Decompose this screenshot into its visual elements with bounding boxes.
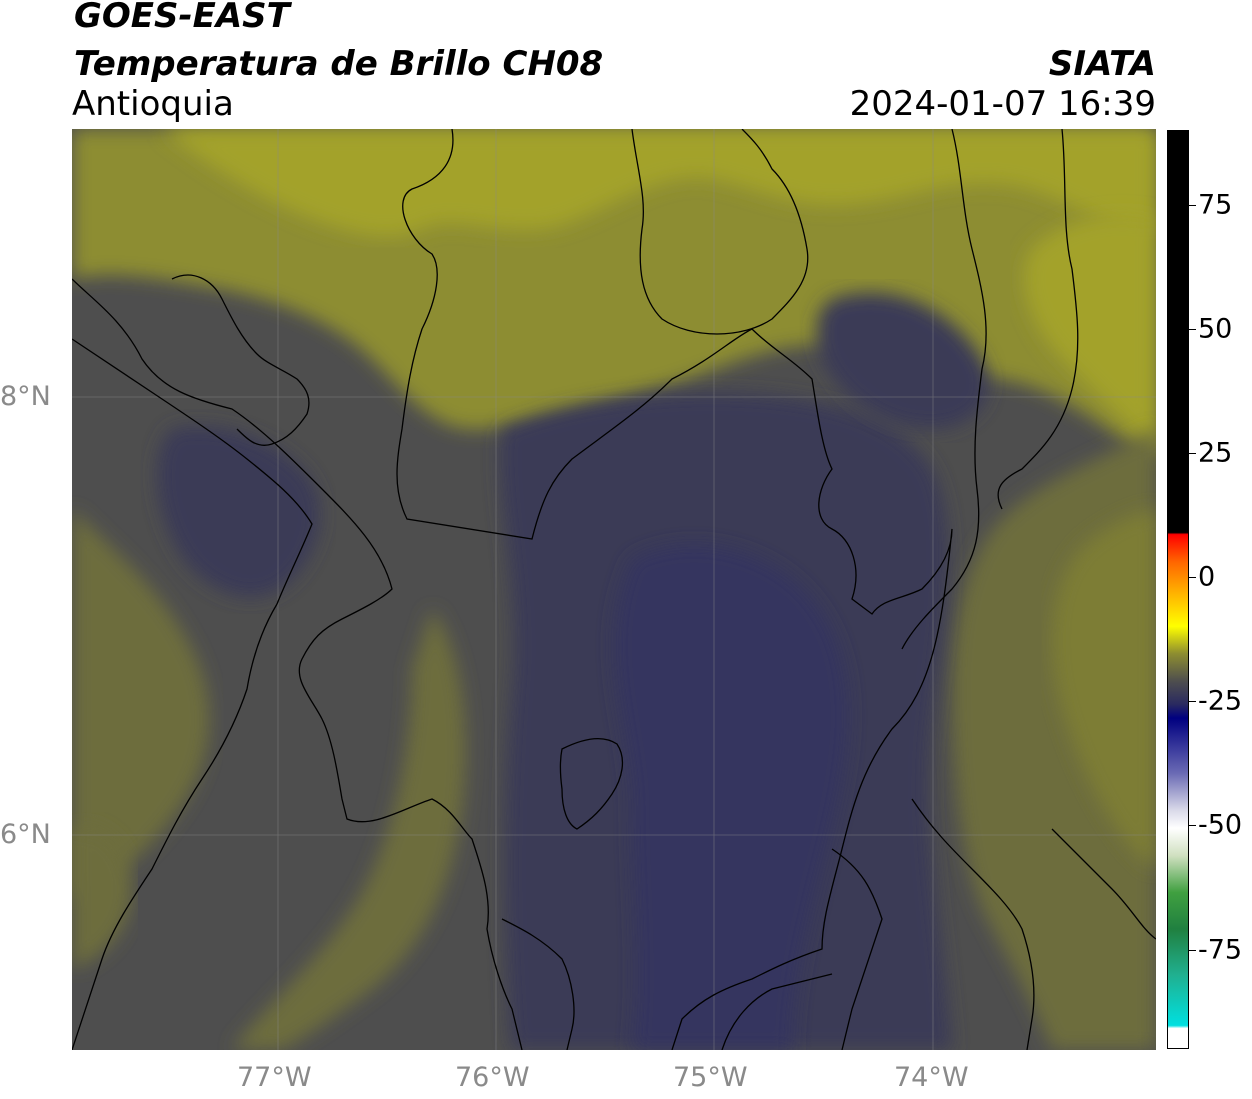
urabá-coast	[171, 274, 310, 446]
coast-border	[72, 338, 313, 1050]
temperature-field	[72, 129, 1156, 1050]
colorbar-tick-label: 50	[1198, 313, 1233, 345]
colorbar-tick-mark	[1189, 577, 1196, 579]
cold-region-northeast	[816, 292, 989, 429]
datetime-label: 2024-01-07 16:39	[849, 84, 1156, 124]
very-cold-region-central	[614, 544, 849, 1050]
warmer-region-east	[1052, 509, 1156, 869]
lat-label-6n: 6°N	[0, 819, 51, 850]
south-border-4	[721, 973, 833, 1050]
gridlines	[72, 129, 1156, 1050]
southwest-border	[501, 918, 575, 1050]
south-border-2	[911, 798, 1035, 1050]
colorbar-tick-label: 75	[1198, 189, 1233, 220]
product-title: Temperatura de Brillo CH08	[74, 44, 604, 84]
colorbar-tick-label: 0	[1198, 561, 1216, 593]
colorbar-tick-label: -25	[1198, 685, 1243, 717]
colorbar-tick-mark	[1189, 452, 1196, 454]
lon-label-77w: 77°W	[237, 1062, 312, 1093]
east-border-2	[997, 129, 1079, 510]
satellite-title: GOES-EAST	[74, 0, 290, 36]
south-border-3	[1051, 828, 1156, 940]
warm-patch-west	[72, 827, 132, 969]
colorbar-gradient	[1167, 130, 1189, 1049]
colorbar-tick-mark	[1189, 701, 1196, 703]
west-border	[72, 278, 523, 1050]
warm-region-northeast	[1023, 215, 1156, 449]
colorbar-tick-label: -75	[1198, 934, 1243, 966]
colorbar-tick-label: 25	[1198, 437, 1233, 469]
brightness-temperature-map	[72, 129, 1156, 1050]
inner-border-small	[559, 737, 624, 830]
warm-strip-southwest	[232, 609, 466, 1050]
colorbar-tick-mark	[1189, 949, 1196, 951]
lon-label-74w: 74°W	[894, 1062, 969, 1093]
warm-region-west	[72, 509, 210, 899]
region-label: Antioquia	[72, 84, 234, 124]
cold-region-west	[157, 426, 321, 598]
colorbar-tick-mark	[1189, 328, 1196, 330]
lon-label-75w: 75°W	[673, 1062, 748, 1093]
antioquia-border	[396, 129, 953, 1050]
colorbar-tick-mark	[1189, 825, 1196, 827]
east-border-1	[901, 129, 987, 650]
warmest-region-north	[162, 129, 1156, 237]
organization-label: SIATA	[1048, 44, 1156, 84]
south-border-1	[831, 848, 883, 1050]
lon-label-76w: 76°W	[455, 1062, 530, 1093]
colorbar-tick-label: -50	[1198, 809, 1243, 841]
colorbar	[1167, 130, 1189, 1049]
lat-label-8n: 8°N	[0, 381, 51, 412]
north-border	[631, 129, 809, 335]
department-borders	[72, 129, 1156, 1050]
colorbar-tick-mark	[1189, 204, 1196, 206]
